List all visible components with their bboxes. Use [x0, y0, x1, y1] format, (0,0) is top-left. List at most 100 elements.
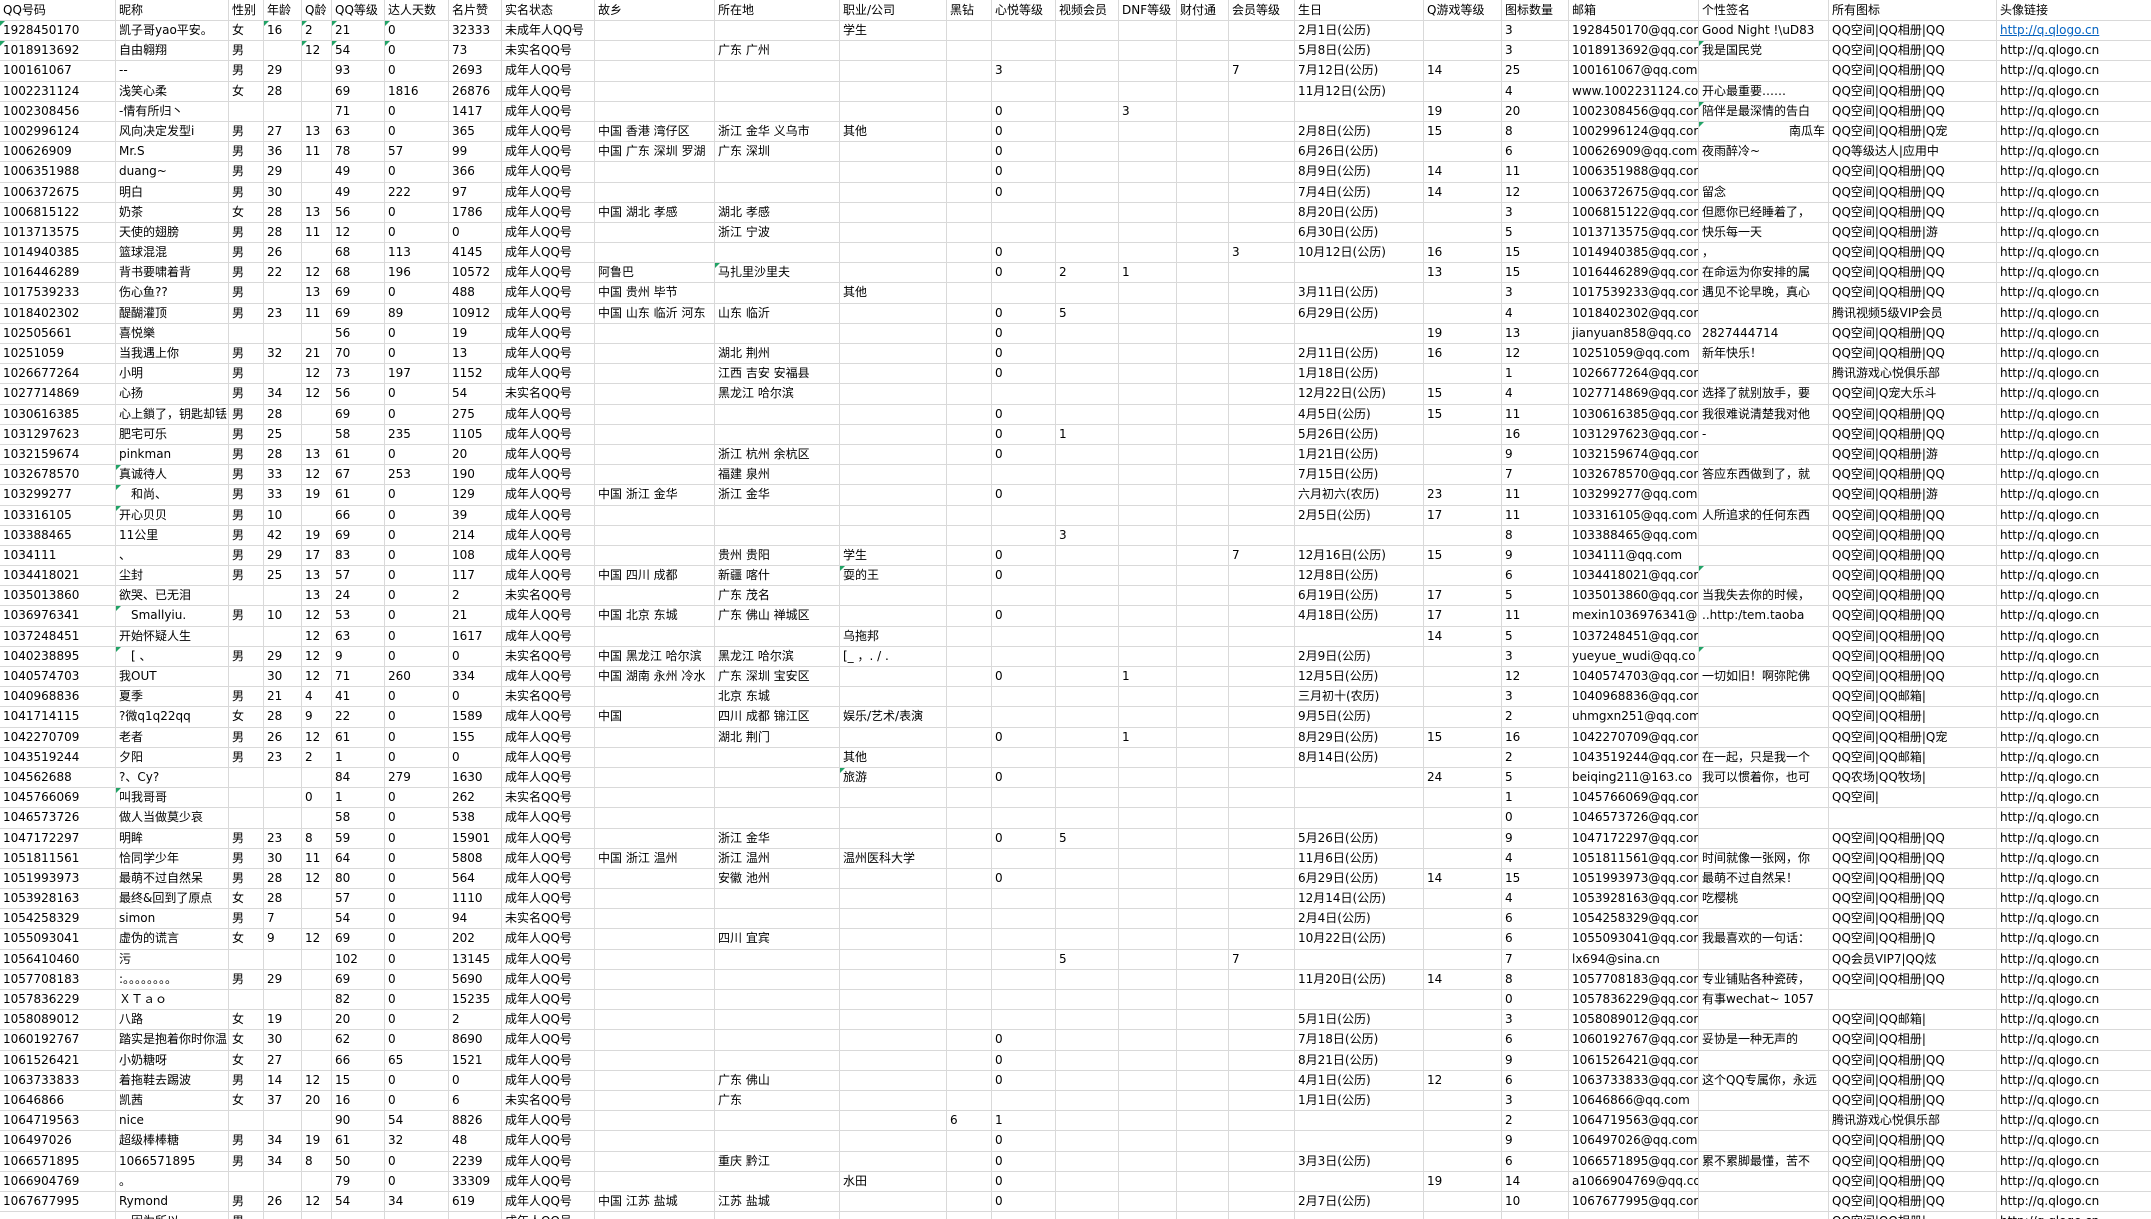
cell-dnf_level[interactable] [1119, 828, 1177, 849]
cell-qage[interactable] [302, 323, 332, 344]
cell-gender[interactable] [229, 626, 264, 647]
cell-avatar_link[interactable]: http://q.qlogo.cn [1997, 81, 2151, 102]
cell-hometown[interactable] [595, 81, 715, 102]
cell-qq[interactable]: 1036976341 [0, 606, 116, 627]
cell-qq[interactable]: 1002996124 [0, 121, 116, 143]
cell-birthday[interactable] [1295, 767, 1424, 789]
cell-qage[interactable] [302, 1212, 332, 1219]
cell-age[interactable]: 29 [264, 646, 302, 667]
cell-qq[interactable]: 1006815122 [0, 202, 116, 223]
cell-all_icons[interactable]: QQ空间|QQ相册|QQ [1829, 323, 1997, 344]
cell-heizuan[interactable] [947, 1131, 992, 1152]
cell-dnf_level[interactable] [1119, 646, 1177, 667]
cell-all_icons[interactable]: QQ空间|QQ相册|QQ [1829, 545, 1997, 567]
cell-daren_days[interactable]: 0 [385, 606, 449, 627]
cell-vip_level[interactable] [1229, 586, 1295, 607]
cell-xinyue_level[interactable] [992, 969, 1056, 990]
cell-caifutong[interactable] [1177, 263, 1229, 284]
cell-xinyue_level[interactable]: 0 [992, 1030, 1056, 1051]
cell-vip_level[interactable] [1229, 1111, 1295, 1132]
cell-birthday[interactable] [1295, 788, 1424, 809]
cell-heizuan[interactable] [947, 868, 992, 890]
cell-heizuan[interactable] [947, 162, 992, 183]
cell-job_company[interactable] [840, 465, 947, 486]
cell-birthday[interactable]: 8月21日(公历) [1295, 1050, 1424, 1071]
cell-nickname[interactable]: 做人当做莫少哀 [116, 808, 229, 829]
cell-vip_level[interactable] [1229, 1151, 1295, 1172]
cell-caifutong[interactable] [1177, 182, 1229, 203]
cell-avatar_link[interactable]: http://q.qlogo.cn [1997, 767, 2151, 789]
cell-gender[interactable] [229, 101, 264, 122]
cell-xinyue_level[interactable] [992, 1212, 1056, 1219]
cell-icon_count[interactable]: 10 [1502, 1191, 1569, 1213]
cell-nickname[interactable]: 和尚、 [116, 485, 229, 506]
cell-qgame_level[interactable]: 14 [1424, 868, 1502, 890]
cell-signature[interactable] [1699, 566, 1829, 587]
cell-qage[interactable]: 8 [302, 828, 332, 849]
cell-avatar_link[interactable]: http://q.qlogo.cn [1997, 828, 2151, 849]
cell-avatar_link[interactable]: http://q.qlogo.cn [1997, 384, 2151, 405]
cell-age[interactable] [264, 364, 302, 385]
cell-icon_count[interactable]: 4 [1502, 303, 1569, 324]
cell-realname_status[interactable]: 成年人QQ号 [502, 1191, 595, 1213]
cell-vip_level[interactable] [1229, 121, 1295, 143]
cell-qage[interactable]: 12 [302, 465, 332, 486]
cell-qq[interactable]: 1063733833 [0, 1070, 116, 1091]
cell-gender[interactable]: 男 [229, 969, 264, 990]
cell-age[interactable]: 28 [264, 444, 302, 466]
cell-nickname[interactable]: Mr.S [116, 142, 229, 163]
cell-caifutong[interactable] [1177, 929, 1229, 950]
cell-heizuan[interactable] [947, 788, 992, 809]
cell-signature[interactable]: 我是国民党 [1699, 41, 1829, 62]
cell-signature[interactable] [1699, 444, 1829, 466]
cell-caifutong[interactable] [1177, 1030, 1229, 1051]
cell-realname_status[interactable]: 成年人QQ号 [502, 525, 595, 546]
cell-caifutong[interactable] [1177, 81, 1229, 102]
cell-signature[interactable]: 这个QQ专属你，永远 [1699, 1070, 1829, 1091]
cell-realname_status[interactable]: 成年人QQ号 [502, 1212, 595, 1219]
cell-realname_status[interactable]: 成年人QQ号 [502, 1151, 595, 1172]
cell-realname_status[interactable]: 未实名QQ号 [502, 909, 595, 930]
cell-qq_level[interactable]: 21 [332, 21, 385, 42]
column-header-email[interactable]: 邮箱 [1569, 0, 1699, 21]
cell-daren_days[interactable]: 0 [385, 949, 449, 970]
cell-all_icons[interactable]: QQ等级达人|应用中 [1829, 142, 1997, 163]
cell-all_icons[interactable]: QQ会员VIP7|QQ炫 [1829, 949, 1997, 970]
cell-qgame_level[interactable]: 14 [1424, 969, 1502, 990]
cell-daren_days[interactable]: 0 [385, 1090, 449, 1112]
cell-birthday[interactable] [1295, 808, 1424, 829]
cell-qq_level[interactable]: 24 [332, 586, 385, 607]
cell-qgame_level[interactable]: 15 [1424, 404, 1502, 425]
cell-age[interactable]: 36 [264, 142, 302, 163]
cell-heizuan[interactable] [947, 687, 992, 708]
cell-hometown[interactable]: 中国 湖南 永州 冷水 [595, 667, 715, 688]
cell-vip_level[interactable] [1229, 263, 1295, 284]
cell-hometown[interactable]: 中国 四川 成都 [595, 566, 715, 587]
cell-daren_days[interactable]: 0 [385, 566, 449, 587]
cell-qage[interactable]: 11 [302, 848, 332, 869]
cell-avatar_link[interactable]: http://q.qlogo.cn [1997, 667, 2151, 688]
column-header-age[interactable]: 年龄 [264, 0, 302, 21]
cell-hometown[interactable] [595, 41, 715, 62]
cell-xinyue_level[interactable]: 0 [992, 323, 1056, 344]
cell-qage[interactable]: 4 [302, 687, 332, 708]
cell-email[interactable]: 1002996124@qq.com [1569, 121, 1699, 143]
cell-qgame_level[interactable] [1424, 707, 1502, 728]
cell-qq_level[interactable]: 16 [332, 1090, 385, 1112]
cell-qage[interactable]: 12 [302, 626, 332, 647]
cell-job_company[interactable] [840, 81, 947, 102]
cell-video_vip[interactable] [1056, 384, 1119, 405]
cell-location[interactable]: 广东 深圳 [715, 142, 840, 163]
cell-realname_status[interactable]: 成年人QQ号 [502, 990, 595, 1011]
cell-qq[interactable]: 10646866 [0, 1090, 116, 1112]
cell-qq_level[interactable]: 78 [332, 142, 385, 163]
cell-nickname[interactable]: pinkman [116, 444, 229, 466]
cell-all_icons[interactable]: QQ空间|QQ相册|QQ [1829, 1050, 1997, 1071]
cell-daren_days[interactable]: 0 [385, 909, 449, 930]
cell-email[interactable]: beiqing211@163.co [1569, 767, 1699, 789]
cell-age[interactable]: 25 [264, 566, 302, 587]
cell-avatar_link[interactable]: http://q.qlogo.cn [1997, 808, 2151, 829]
cell-email[interactable]: 1061526421@qq.com [1569, 1050, 1699, 1071]
cell-dnf_level[interactable] [1119, 121, 1177, 143]
cell-birthday[interactable]: 4月18日(公历) [1295, 606, 1424, 627]
